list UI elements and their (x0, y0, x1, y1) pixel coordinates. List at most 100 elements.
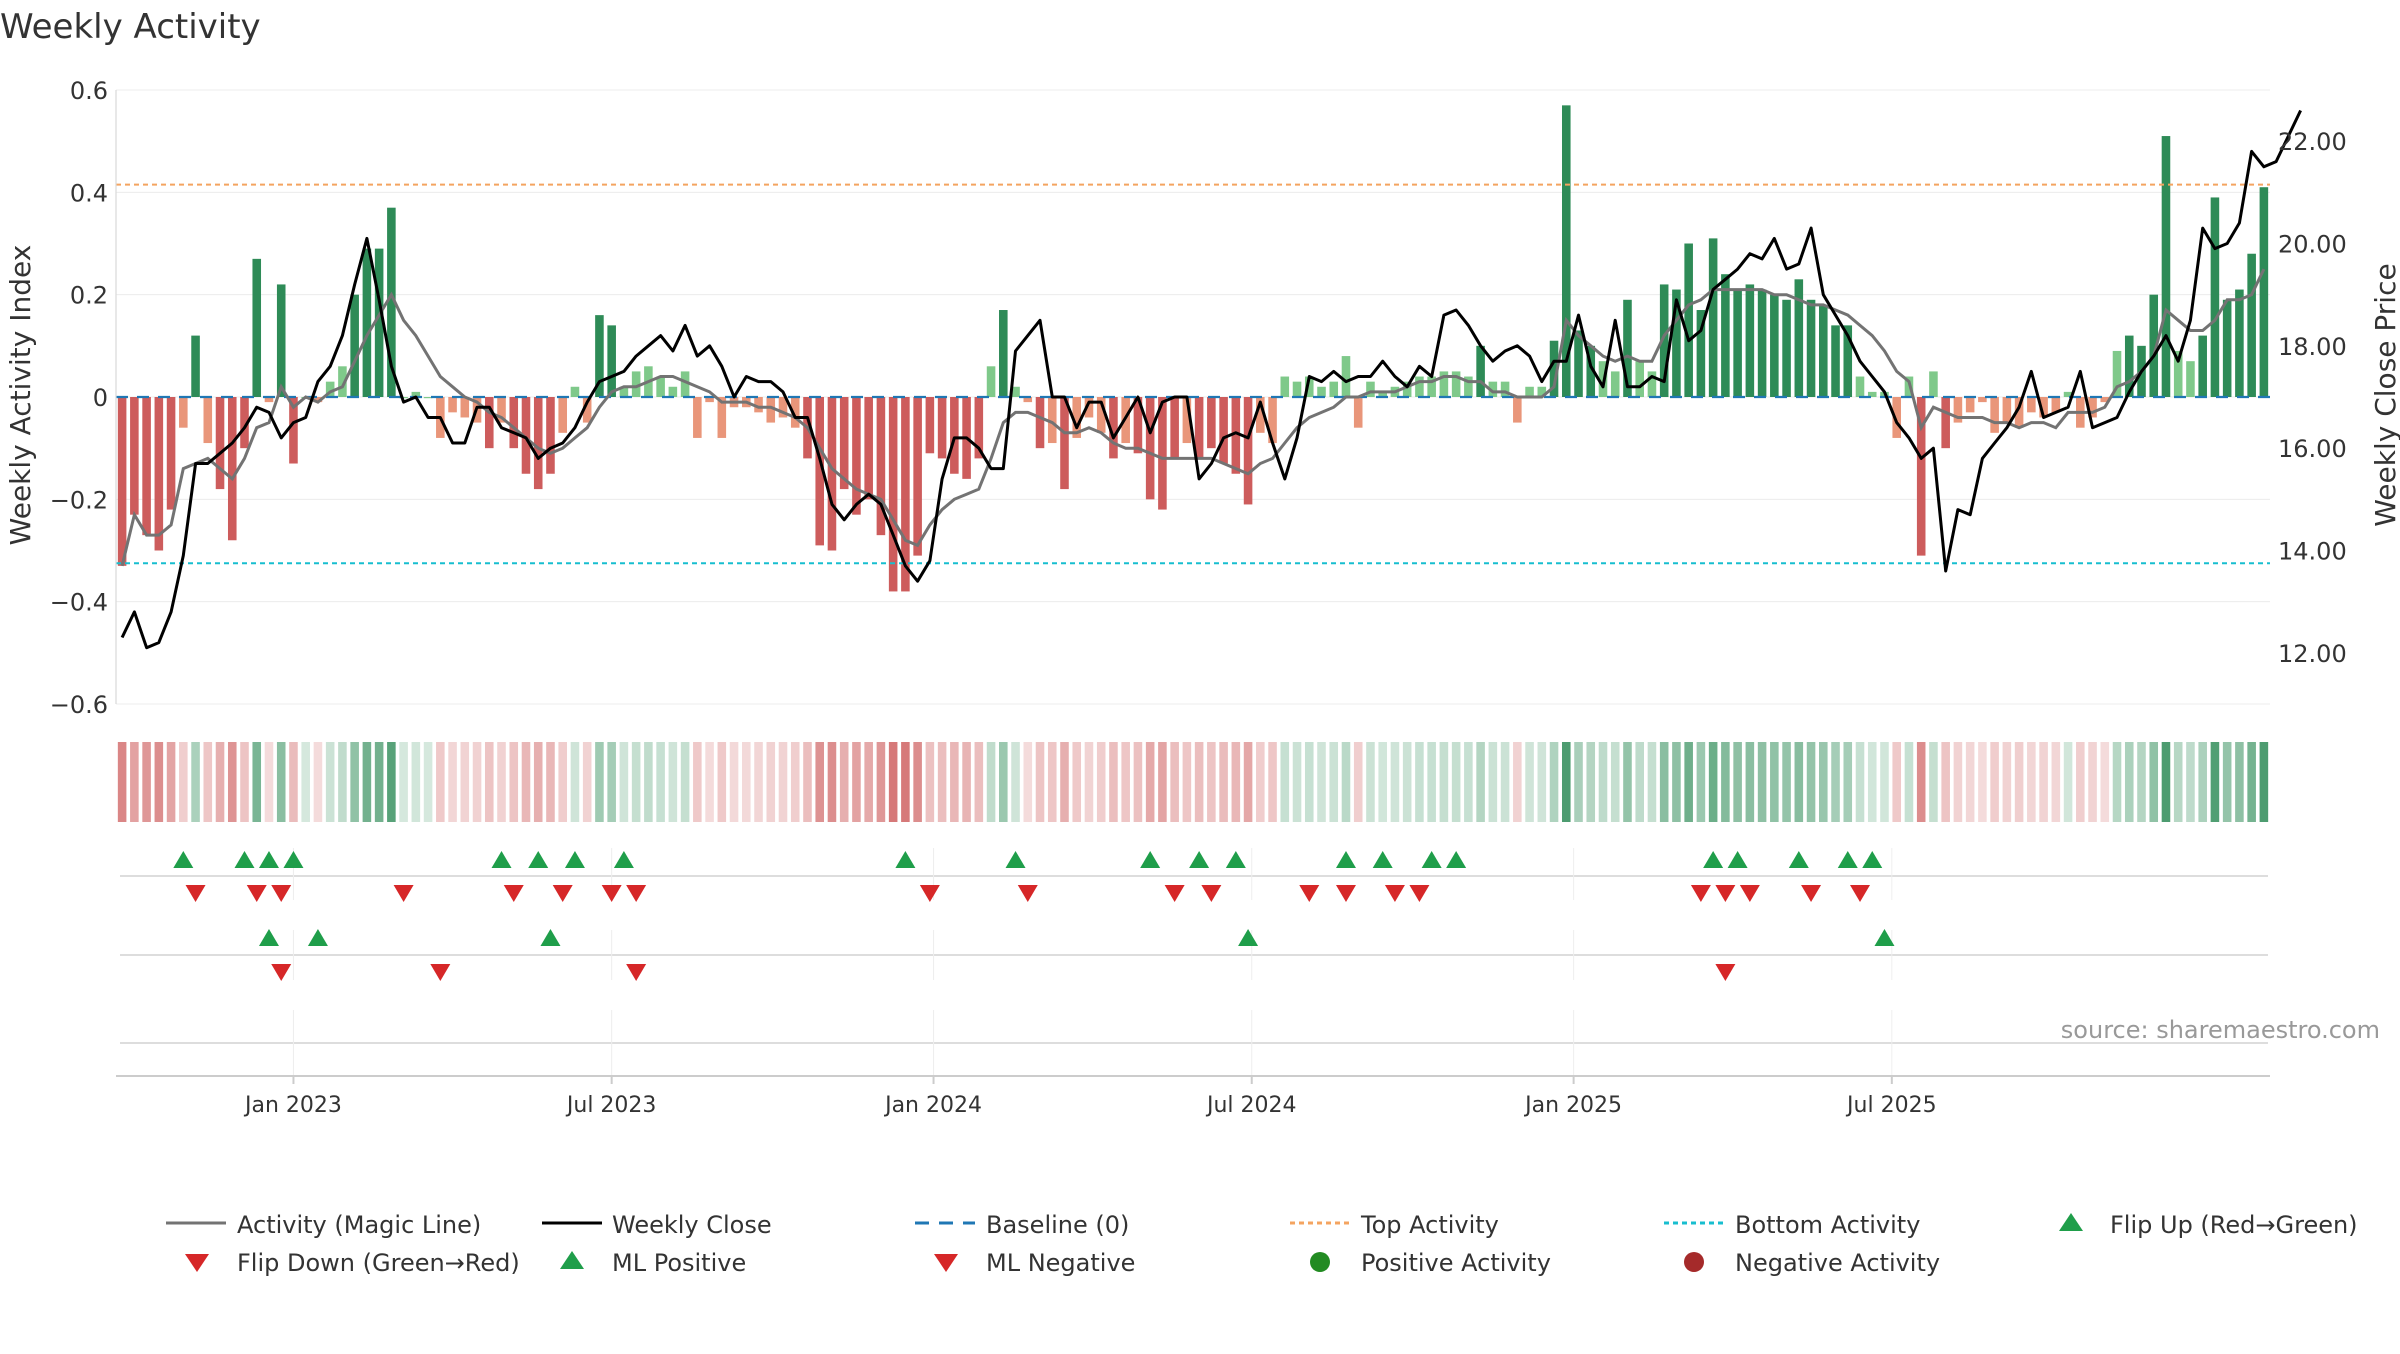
heat-strip-cell (766, 742, 776, 822)
heat-strip-cell (864, 742, 873, 822)
heat-strip-cell (1745, 742, 1755, 822)
heat-strip-cell (1513, 742, 1522, 822)
heat-strip-cell (925, 742, 935, 822)
activity-bar (2210, 197, 2220, 397)
activity-bar (1366, 381, 1375, 397)
activity-bar (154, 397, 164, 551)
activity-bar (276, 284, 286, 397)
flip-up-marker (491, 851, 512, 868)
activity-bar (533, 397, 543, 490)
activity-bar (460, 397, 470, 418)
activity-bar (913, 397, 922, 556)
heat-strip-cell (1427, 742, 1436, 822)
y-axis-left-label: Weekly Activity Index (4, 245, 37, 546)
heat-strip-cell (742, 742, 751, 822)
activity-bar (1304, 376, 1314, 397)
heat-strip-cell (986, 742, 996, 822)
heat-strip-cell (1464, 742, 1473, 822)
heat-strip-cell (1023, 742, 1033, 822)
heat-strip-cell (595, 742, 604, 822)
activity-bar (191, 335, 200, 397)
activity-bar (705, 397, 714, 403)
legend-positive-activity: Positive Activity (1361, 1249, 1551, 1277)
activity-bar (1476, 345, 1485, 397)
heat-strip-cell (497, 742, 506, 822)
activity-bar (631, 371, 641, 397)
activity-bar (1953, 397, 1963, 423)
activity-bar (1170, 397, 1179, 459)
activity-bar (1011, 386, 1020, 397)
activity-bar (1990, 397, 1999, 433)
activity-bar (582, 397, 592, 423)
activity-bar (1256, 397, 1265, 433)
heat-strip-cell (2235, 742, 2244, 822)
heat-strip-cell (962, 742, 971, 822)
heat-strip-cell (1011, 742, 1020, 822)
activity-bar (411, 391, 421, 397)
activity-bar (1537, 386, 1547, 397)
activity-bar (448, 397, 457, 413)
heat-strip-cell (2124, 742, 2134, 822)
heat-strip-cell (1831, 742, 1840, 822)
heat-strip-cell (154, 742, 164, 822)
heat-strip-cell (1708, 742, 1718, 822)
weekly-close-series (120, 109, 2302, 650)
legend-flip-down-icon (185, 1254, 209, 1272)
activity-bar (1145, 397, 1155, 500)
heat-strip-cell (1353, 742, 1363, 822)
activity-bar (986, 366, 996, 397)
activity-bar (2124, 335, 2134, 397)
heat-strip-cell (325, 742, 335, 822)
heat-strip-cell (888, 742, 898, 822)
activity-bar (497, 397, 506, 423)
legend-magic-line: Activity (Magic Line) (237, 1211, 481, 1239)
ml-negative-marker (626, 964, 647, 981)
flip-down-marker (1384, 885, 1405, 902)
legend-baseline: Baseline (0) (986, 1211, 1129, 1239)
heat-strip-cell (227, 742, 237, 822)
activity-bar (815, 397, 825, 546)
heat-strip-cell (717, 742, 727, 822)
flip-up-marker (173, 851, 194, 868)
y-right-tick-label: 12.00 (2278, 640, 2347, 668)
flip-down-marker (1299, 885, 1320, 902)
activity-bar (1182, 397, 1192, 444)
heat-strip-cell (350, 742, 359, 822)
activity-bar (839, 397, 849, 490)
y-left-tick-label: −0.4 (50, 589, 108, 617)
activity-bar (227, 397, 237, 541)
y-right-tick-label: 14.00 (2278, 538, 2347, 566)
activity-bar (2002, 397, 2012, 423)
activity-bar (338, 366, 347, 397)
heat-strip-cell (1953, 742, 1963, 822)
activity-bar (1096, 397, 1106, 433)
heat-strip-cell (644, 742, 653, 822)
heat-strip-cell (1256, 742, 1265, 822)
activity-bar (423, 397, 433, 399)
flip-down-marker (1690, 885, 1711, 902)
heat-strip-cell (803, 742, 812, 822)
activity-bar (1696, 310, 1706, 397)
heat-strip-cell (1892, 742, 1902, 822)
ml-positive-marker (258, 929, 279, 946)
activity-bar (2014, 397, 2024, 428)
activity-bar (130, 397, 139, 515)
flip-down-marker (1739, 885, 1760, 902)
heat-strip-cell (1978, 742, 1987, 822)
heat-strip-cell (1072, 742, 1082, 822)
activity-bar (1280, 376, 1290, 397)
activity-bar (668, 386, 678, 397)
heat-strip-cell (1390, 742, 1400, 822)
activity-bar (1268, 397, 1277, 444)
flip-down-marker (1201, 885, 1222, 902)
activity-bar (901, 397, 910, 592)
flip-up-marker (1140, 851, 1161, 868)
heat-strip-cell (1182, 742, 1192, 822)
heat-strip-cell (607, 742, 616, 822)
heat-strip-cell (142, 742, 151, 822)
activity-bar (864, 397, 873, 500)
heat-strip-cell (472, 742, 482, 822)
heat-strip-cell (2112, 742, 2122, 822)
activity-bar (1916, 397, 1926, 556)
